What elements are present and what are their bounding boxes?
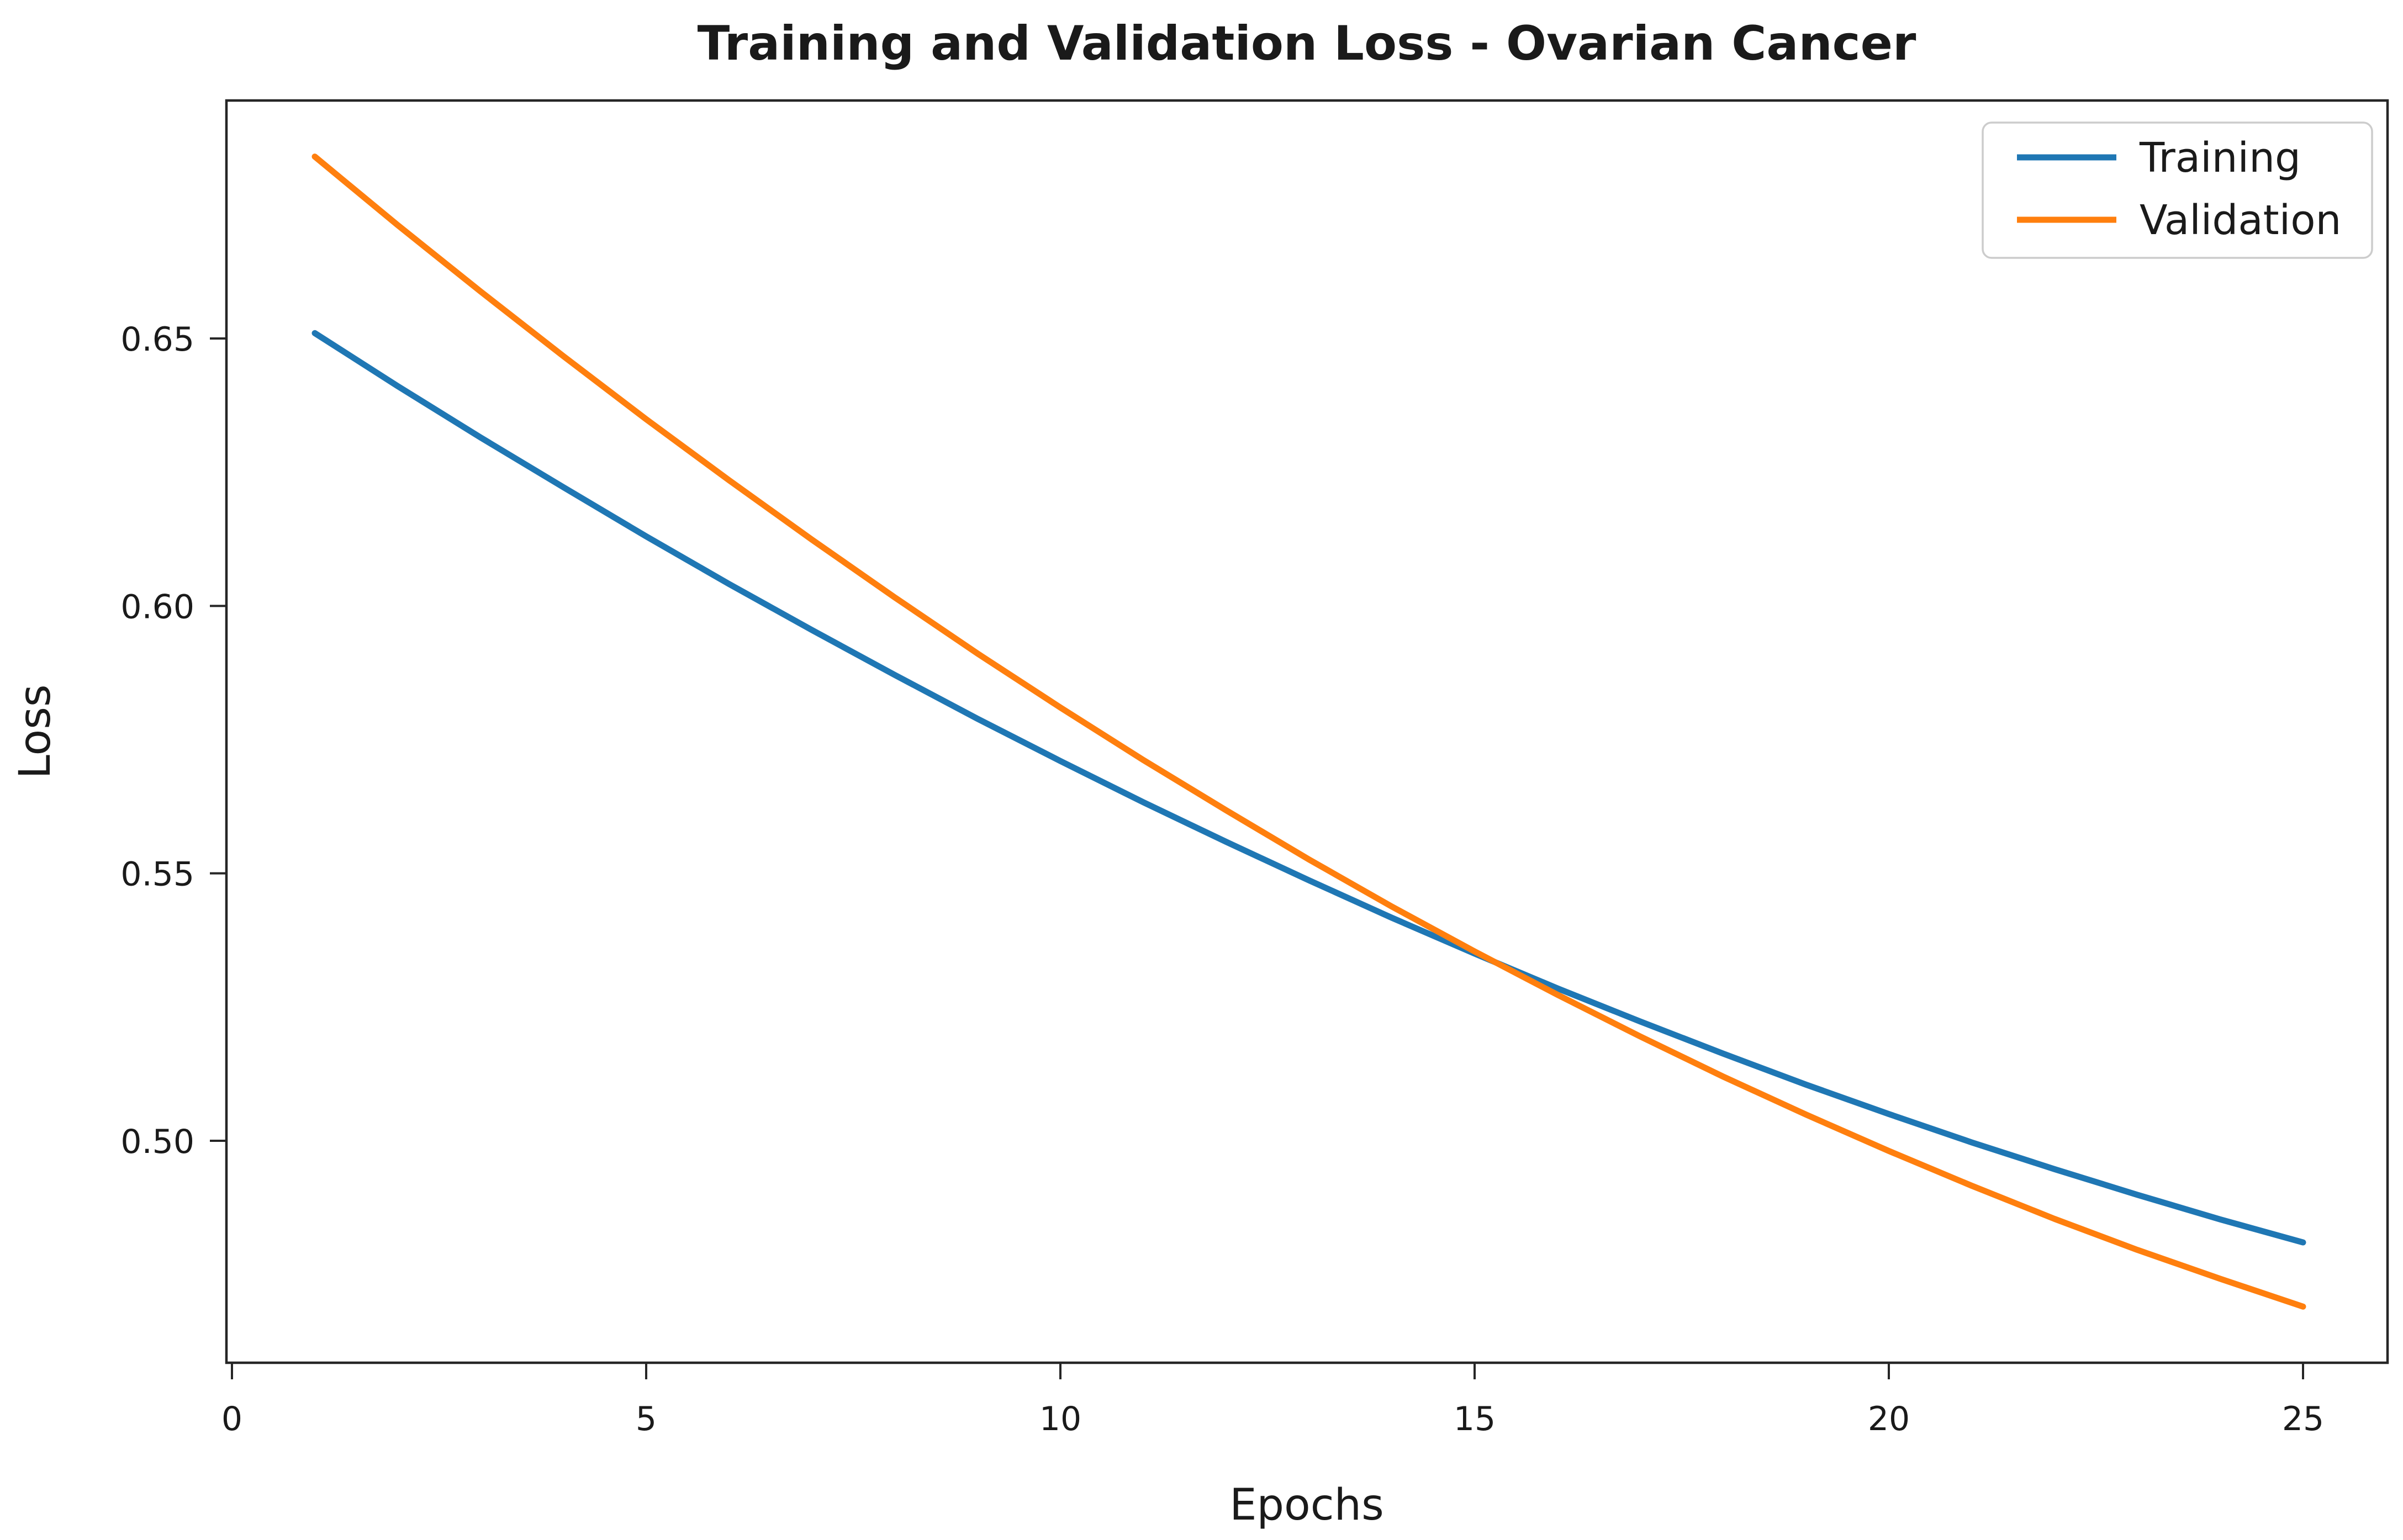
x-tick-label: 10	[1039, 1400, 1081, 1438]
x-tick-label: 0	[221, 1400, 242, 1438]
y-tick-label: 0.50	[120, 1123, 194, 1161]
legend-label-training: Training	[2139, 134, 2301, 182]
x-tick-label: 25	[2282, 1400, 2324, 1438]
y-tick-label: 0.55	[120, 855, 194, 894]
plot-border	[225, 99, 2389, 1364]
validation-line	[311, 154, 2306, 1310]
training-line	[311, 330, 2306, 1246]
plot-area: 0 5 10 15 20 25 0.50 0.55 0.60 0.65 Training Valida…	[120, 99, 2389, 1438]
y-tick-label: 0.60	[120, 588, 194, 626]
x-tick-label: 15	[1454, 1400, 1496, 1438]
x-axis-label: Epochs	[1229, 1480, 1383, 1530]
y-axis-label: Loss	[10, 684, 60, 779]
y-tick-label: 0.65	[120, 320, 194, 359]
chart-title: Training and Validation Loss - Ovarian C…	[698, 16, 1916, 71]
x-tick-label: 20	[1868, 1400, 1910, 1438]
legend-label-validation: Validation	[2140, 197, 2341, 244]
x-tick-label: 5	[636, 1400, 657, 1438]
